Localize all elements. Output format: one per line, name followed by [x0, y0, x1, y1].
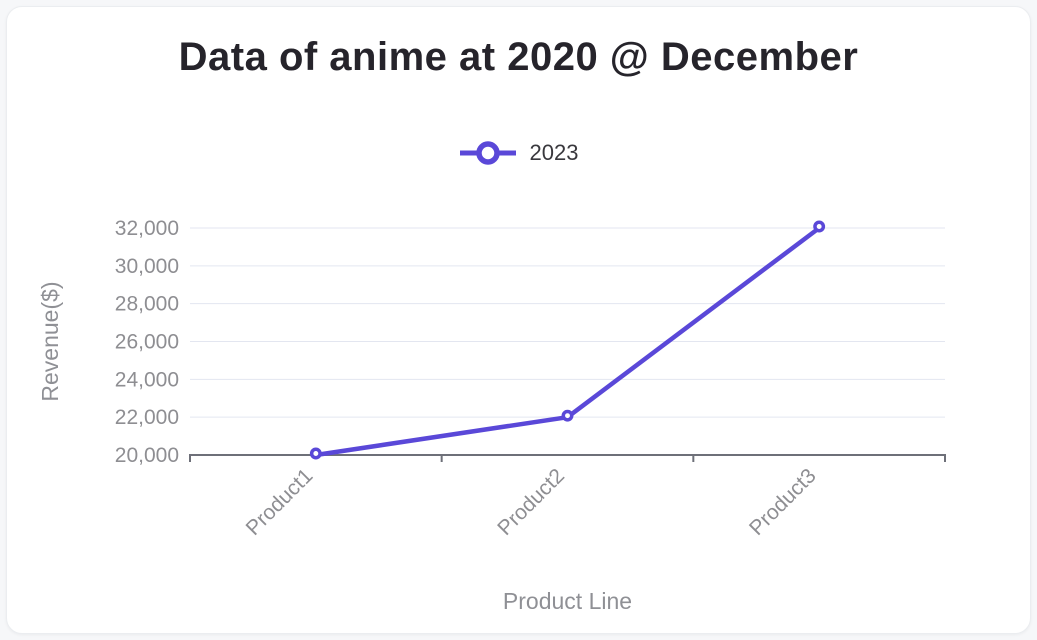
line-series-marker-icon — [459, 141, 516, 165]
svg-text:20,000: 20,000 — [115, 444, 179, 467]
svg-text:26,000: 26,000 — [115, 331, 179, 354]
svg-text:22,000: 22,000 — [115, 406, 179, 429]
y-gridlines — [190, 227, 945, 418]
svg-text:Product Line: Product Line — [503, 588, 632, 614]
x-axis-ticks — [189, 455, 946, 462]
chart-canvas[interactable]: 20,000 22,000 24,000 26,000 28,000 30,000 32,0… — [7, 191, 1031, 634]
y-axis-title: Revenue($) — [37, 281, 63, 401]
data-point-Product2[interactable] — [561, 409, 574, 422]
legend-item-2023[interactable]: 2023 — [459, 139, 579, 167]
svg-text:24,000: 24,000 — [115, 368, 179, 391]
svg-text:32,000: 32,000 — [115, 217, 179, 240]
chart-card: Data of anime at 2020 @ December 2023 20… — [6, 6, 1031, 634]
legend-label: 2023 — [529, 140, 579, 165]
series-data-points-2023[interactable] — [309, 220, 826, 460]
chart-title: Data of anime at 2020 @ December — [178, 35, 859, 79]
svg-text:Product3: Product3 — [745, 464, 821, 540]
svg-text:Revenue($): Revenue($) — [37, 281, 63, 401]
y-axis-tick-labels: 20,000 22,000 24,000 26,000 28,000 30,000 32,0… — [115, 217, 179, 467]
data-point-Product3[interactable] — [813, 220, 826, 233]
svg-text:Product2: Product2 — [493, 464, 569, 540]
legend: 2023 — [7, 139, 1030, 167]
x-axis-title: Product Line — [503, 588, 632, 614]
svg-text:28,000: 28,000 — [115, 293, 179, 316]
svg-text:Product1: Product1 — [242, 464, 318, 540]
x-axis-tick-labels: Product1 Product2 Product3 — [242, 464, 821, 540]
data-point-Product1[interactable] — [309, 447, 322, 460]
chart-area: 20,000 22,000 24,000 26,000 28,000 30,000 32,0… — [7, 191, 1031, 634]
svg-text:30,000: 30,000 — [115, 255, 179, 278]
